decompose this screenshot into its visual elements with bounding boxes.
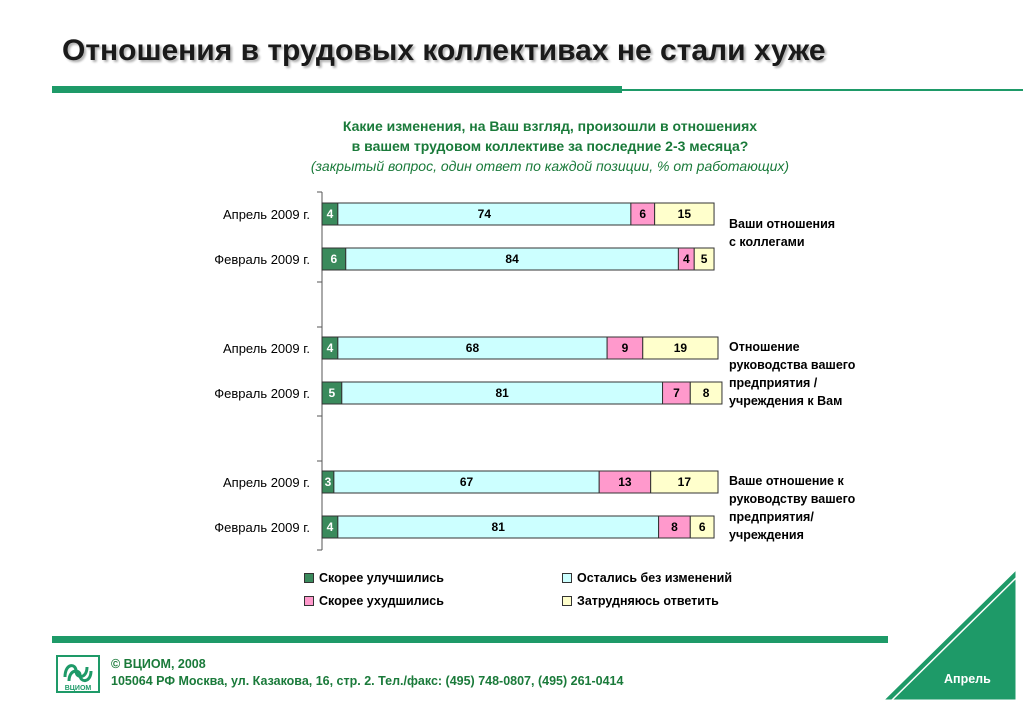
data-label: 4: [683, 252, 690, 266]
category-label: Февраль 2009 г.: [214, 252, 310, 267]
data-label: 8: [671, 520, 678, 534]
bar-segment: [650, 470, 719, 494]
bar-segment: [689, 381, 723, 405]
data-label: 17: [678, 475, 692, 489]
title-underline: [52, 86, 622, 93]
data-label: 19: [674, 341, 688, 355]
data-label: 4: [327, 207, 334, 221]
data-label: 74: [478, 207, 492, 221]
category-label: Февраль 2009 г.: [214, 386, 310, 401]
data-label: 81: [496, 386, 510, 400]
vciom-logo: ВЦИОМ: [56, 655, 100, 693]
legend-swatch-hard-to-say: [562, 595, 572, 606]
data-label: 4: [327, 520, 334, 534]
group-label-you-to-management: Ваше отношение к руководству вашего пред…: [729, 474, 856, 542]
legend-swatch-unchanged: [562, 572, 572, 583]
legend-item-worsened: Скорее ухудшились: [304, 594, 444, 608]
data-label: 67: [460, 475, 474, 489]
legend-label-improved: Скорее улучшились: [319, 571, 444, 585]
data-label: 15: [678, 207, 692, 221]
data-label: 81: [492, 520, 506, 534]
data-label: 68: [466, 341, 480, 355]
data-label: 6: [699, 520, 706, 534]
data-label: 7: [673, 386, 680, 400]
contact-address: 105064 РФ Москва, ул. Казакова, 16, стр.…: [111, 674, 624, 688]
data-label: 13: [618, 475, 632, 489]
data-label: 3: [325, 475, 332, 489]
category-label: Апрель 2009 г.: [223, 207, 310, 222]
logo-text: ВЦИОМ: [65, 685, 92, 692]
data-label: 5: [329, 386, 336, 400]
data-label: 6: [331, 252, 338, 266]
footer-rule: [52, 636, 888, 643]
data-label: 9: [622, 341, 629, 355]
month-label: Апрель: [944, 672, 991, 686]
legend-label-worsened: Скорее ухудшились: [319, 594, 444, 608]
data-label: 84: [505, 252, 519, 266]
legend-label-unchanged: Остались без изменений: [577, 571, 733, 585]
bar-segment: [689, 515, 715, 539]
question-line-1: Какие изменения, на Ваш взгляд, произошл…: [342, 118, 758, 134]
bar-segment: [642, 336, 719, 360]
group-label-management-to-you: Отношение руководства вашего предприятия…: [729, 340, 856, 408]
legend-item-unchanged: Остались без изменений: [562, 571, 732, 585]
legend-swatch-improved: [304, 572, 314, 583]
data-label: 8: [703, 386, 710, 400]
legend-label-hard-to-say: Затрудняюсь ответить: [577, 594, 719, 608]
title-underline-thin: [622, 89, 1023, 91]
copyright: © ВЦИОМ, 2008: [111, 657, 206, 671]
category-label: Апрель 2009 г.: [223, 341, 310, 356]
bar-segment: [654, 202, 715, 226]
question-line-2: в вашем трудовом коллективе за последние…: [351, 138, 749, 154]
group-label-colleagues: Ваши отношения с коллегами: [729, 217, 836, 249]
bar-segment: [693, 247, 715, 271]
slide-title: Отношения в трудовых коллективах не стал…: [62, 34, 826, 67]
legend-item-hard-to-say: Затрудняюсь ответить: [562, 594, 719, 608]
data-label: 6: [639, 207, 646, 221]
data-label: 5: [701, 252, 708, 266]
category-label: Апрель 2009 г.: [223, 475, 310, 490]
category-label: Февраль 2009 г.: [214, 520, 310, 535]
legend-item-improved: Скорее улучшились: [304, 571, 444, 585]
data-label: 4: [327, 341, 334, 355]
question-note: (закрытый вопрос, один ответ по каждой п…: [310, 158, 790, 174]
legend-swatch-worsened: [304, 595, 314, 606]
